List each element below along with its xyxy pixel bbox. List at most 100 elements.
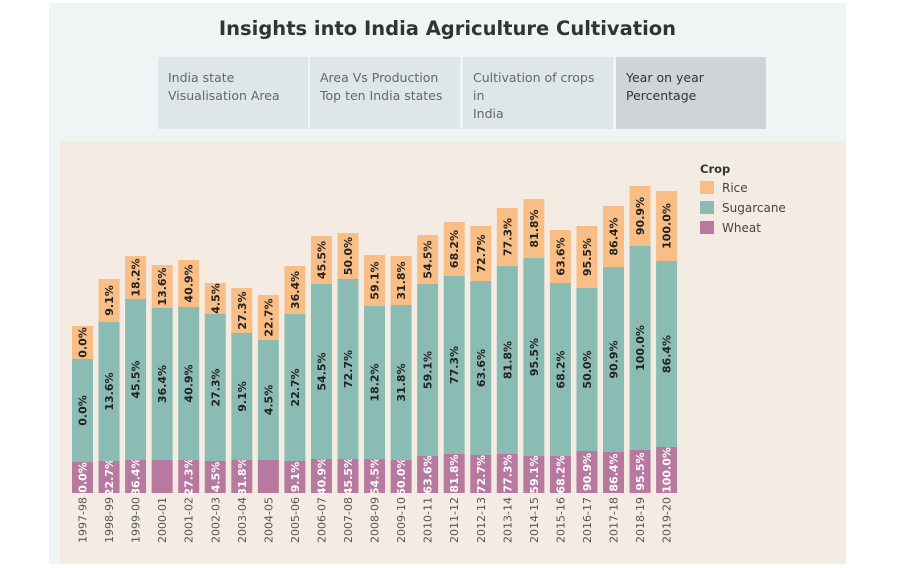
- bar-segment-wheat: [443, 454, 465, 493]
- data-label-rice: 86.4%: [608, 217, 621, 255]
- data-label-sugarcane: 18.2%: [369, 363, 382, 401]
- bar-segment-rice: [98, 279, 120, 322]
- x-tick-label: 2008-09: [369, 497, 382, 543]
- bar-segment-wheat: [549, 456, 571, 493]
- tab-cultivation-of-crops[interactable]: Cultivation of crops in India: [463, 57, 613, 129]
- tab-label-line2: Visualisation Area: [168, 88, 280, 103]
- data-label-wheat: 45.5%: [342, 457, 355, 495]
- bar-segment-rice: [576, 226, 598, 288]
- tab-area-vs-production[interactable]: Area Vs Production Top ten India states: [310, 57, 460, 129]
- x-tick-label: 2007-08: [342, 497, 355, 543]
- bar-segment-wheat: [204, 461, 226, 493]
- bar-segment-rice: [629, 186, 651, 246]
- bar-segment-rice: [310, 236, 332, 284]
- x-tick-label: 2011-12: [448, 497, 461, 543]
- bar-segment-wheat: [337, 459, 359, 493]
- bar-segment-rice: [72, 326, 93, 359]
- x-tick-label: 2016-17: [581, 497, 594, 543]
- tab-year-on-year-percentage[interactable]: Year on year Percentage: [616, 57, 766, 129]
- bar-segment-wheat: [284, 461, 306, 493]
- x-tick-label: 2014-15: [528, 497, 541, 543]
- x-tick-label: 2006-07: [315, 497, 328, 543]
- bar-segment-sugarcane: [310, 284, 332, 459]
- bar-segment-wheat: [257, 460, 279, 493]
- data-label-wheat: 40.9%: [315, 457, 328, 495]
- bar-segment-sugarcane: [603, 267, 624, 452]
- data-label-wheat: 27.3%: [183, 457, 196, 495]
- tab-label-line1: Cultivation of crops in: [473, 70, 595, 103]
- x-tick-label: 2003-04: [236, 497, 249, 543]
- data-label-sugarcane: 95.5%: [528, 338, 541, 376]
- data-label-rice: 13.6%: [156, 267, 169, 305]
- data-label-sugarcane: 63.6%: [475, 349, 488, 387]
- legend-label-rice: Rice: [722, 181, 748, 195]
- data-label-rice: 9.1%: [103, 285, 116, 316]
- data-label-sugarcane: 13.6%: [103, 372, 116, 410]
- data-label-wheat: 100.0%: [661, 447, 674, 493]
- data-label-rice: 95.5%: [581, 238, 594, 276]
- data-label-rice: 68.2%: [448, 230, 461, 268]
- data-label-sugarcane: 4.5%: [262, 385, 275, 416]
- data-label-sugarcane: 40.9%: [183, 364, 196, 402]
- bar-segment-rice: [390, 256, 412, 305]
- x-tick-label: 1998-99: [103, 497, 116, 543]
- data-label-sugarcane: 81.8%: [501, 341, 514, 379]
- data-label-wheat: 22.7%: [103, 458, 116, 496]
- data-label-wheat: 72.7%: [475, 455, 488, 493]
- x-tick-label: 1997-98: [77, 497, 90, 543]
- tab-india-state-visualisation[interactable]: India state Visualisation Area: [158, 57, 308, 129]
- bar-segment-sugarcane: [178, 307, 200, 460]
- dashboard: Insights into India Agriculture Cultivat…: [49, 3, 846, 564]
- data-label-sugarcane: 68.2%: [554, 350, 567, 388]
- data-label-rice: 63.6%: [554, 237, 567, 275]
- x-tick-label: 2005-06: [289, 497, 302, 543]
- bar-segment-sugarcane: [443, 276, 465, 454]
- legend-title: Crop: [700, 162, 730, 176]
- bar-segment-rice: [125, 256, 147, 299]
- data-label-wheat: 54.5%: [369, 457, 382, 495]
- legend-swatch-sugarcane: [700, 201, 714, 214]
- bar-segment-sugarcane: [364, 306, 386, 459]
- data-label-rice: 27.3%: [236, 291, 249, 329]
- bar-segment-sugarcane: [337, 279, 359, 459]
- x-tick-label: 2019-20: [661, 497, 674, 543]
- tab-label-line2: Top ten India states: [320, 88, 443, 103]
- bar-segment-wheat: [417, 456, 439, 493]
- bar-segment-wheat: [151, 460, 173, 493]
- x-tick-label: 2015-16: [554, 497, 567, 543]
- x-tick-label: 2004-05: [262, 497, 275, 543]
- data-label-rice: 31.8%: [395, 261, 408, 299]
- bar-segment-rice: [257, 295, 279, 340]
- data-label-rice: 22.7%: [262, 298, 275, 336]
- bar-segment-wheat: [178, 460, 200, 493]
- bar-segment-wheat: [310, 459, 332, 493]
- bar-segment-wheat: [656, 447, 678, 493]
- bar-segment-wheat: [470, 455, 492, 493]
- data-label-rice: 40.9%: [183, 264, 196, 302]
- bar-segment-rice: [231, 288, 253, 333]
- data-label-sugarcane: 100.0%: [634, 325, 647, 371]
- tab-label-line1: Year on year: [626, 70, 704, 85]
- bar-segment-rice: [417, 235, 439, 284]
- bar-segment-wheat: [231, 460, 253, 493]
- data-label-rice: 36.4%: [289, 271, 302, 309]
- bar-segment-wheat: [576, 451, 598, 493]
- data-label-sugarcane: 50.0%: [581, 350, 594, 388]
- data-label-sugarcane: 86.4%: [661, 335, 674, 373]
- data-label-rice: 100.0%: [661, 203, 674, 249]
- x-tick-label: 2010-11: [422, 497, 435, 543]
- bar-segment-sugarcane: [204, 314, 226, 461]
- bar-segment-sugarcane: [284, 314, 306, 461]
- x-tick-label: 2009-10: [395, 497, 408, 543]
- data-label-wheat: 81.8%: [448, 454, 461, 492]
- data-label-sugarcane: 54.5%: [315, 352, 328, 390]
- bar-segment-sugarcane: [231, 333, 253, 460]
- x-tick-label: 1999-00: [130, 497, 143, 543]
- data-label-wheat: 50.0%: [395, 457, 408, 495]
- bar-segment-rice: [151, 265, 173, 308]
- data-label-rice: 4.5%: [209, 283, 222, 314]
- data-label-rice: 0.0%: [77, 327, 90, 358]
- data-label-wheat: 68.2%: [554, 455, 567, 493]
- bar-segment-rice: [523, 199, 545, 258]
- bar-segment-wheat: [523, 456, 545, 493]
